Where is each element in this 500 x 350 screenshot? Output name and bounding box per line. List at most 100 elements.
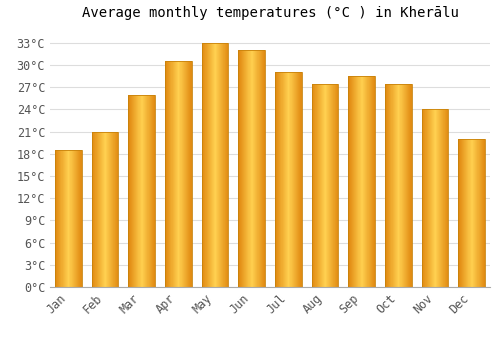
Bar <box>204 43 205 287</box>
Bar <box>101 132 102 287</box>
Bar <box>357 76 358 287</box>
Bar <box>104 132 105 287</box>
Bar <box>258 50 259 287</box>
Bar <box>116 132 117 287</box>
Bar <box>100 132 101 287</box>
Bar <box>447 110 448 287</box>
Bar <box>334 84 335 287</box>
Bar <box>327 84 328 287</box>
Bar <box>184 61 185 287</box>
Bar <box>373 76 374 287</box>
Bar <box>313 84 314 287</box>
Bar <box>289 72 290 287</box>
Bar <box>468 139 469 287</box>
Bar <box>484 139 485 287</box>
Bar <box>94 132 95 287</box>
Bar <box>152 94 153 287</box>
Bar <box>349 76 350 287</box>
Bar <box>477 139 478 287</box>
Bar <box>356 76 357 287</box>
Bar <box>325 84 326 287</box>
Bar <box>169 61 170 287</box>
Bar <box>262 50 263 287</box>
Bar <box>480 139 481 287</box>
Bar <box>422 110 448 287</box>
Bar <box>107 132 108 287</box>
Bar <box>110 132 111 287</box>
Bar <box>55 150 82 287</box>
Bar <box>291 72 292 287</box>
Bar <box>248 50 249 287</box>
Bar <box>460 139 461 287</box>
Bar <box>65 150 66 287</box>
Bar <box>283 72 284 287</box>
Bar <box>355 76 356 287</box>
Bar <box>295 72 296 287</box>
Bar <box>263 50 264 287</box>
Bar <box>153 94 154 287</box>
Bar <box>63 150 64 287</box>
Bar <box>286 72 288 287</box>
Bar <box>80 150 81 287</box>
Bar <box>362 76 364 287</box>
Bar <box>282 72 283 287</box>
Bar <box>367 76 368 287</box>
Bar <box>314 84 315 287</box>
Bar <box>211 43 212 287</box>
Bar <box>351 76 352 287</box>
Bar <box>278 72 279 287</box>
Bar <box>372 76 373 287</box>
Bar <box>154 94 155 287</box>
Bar <box>108 132 109 287</box>
Bar <box>359 76 360 287</box>
Bar <box>389 84 390 287</box>
Bar <box>92 132 93 287</box>
Bar <box>175 61 176 287</box>
Bar <box>68 150 69 287</box>
Bar <box>441 110 442 287</box>
Bar <box>354 76 355 287</box>
Bar <box>316 84 317 287</box>
Bar <box>133 94 134 287</box>
Bar <box>64 150 65 287</box>
Bar <box>394 84 395 287</box>
Bar <box>436 110 437 287</box>
Bar <box>74 150 75 287</box>
Bar <box>260 50 261 287</box>
Bar <box>318 84 319 287</box>
Bar <box>366 76 367 287</box>
Bar <box>60 150 61 287</box>
Bar <box>131 94 132 287</box>
Bar <box>437 110 438 287</box>
Bar <box>221 43 222 287</box>
Bar <box>246 50 247 287</box>
Bar <box>461 139 462 287</box>
Bar <box>332 84 333 287</box>
Bar <box>213 43 214 287</box>
Bar <box>386 84 387 287</box>
Bar <box>257 50 258 287</box>
Bar <box>259 50 260 287</box>
Bar <box>443 110 444 287</box>
Bar <box>402 84 403 287</box>
Bar <box>137 94 138 287</box>
Bar <box>358 76 359 287</box>
Bar <box>92 132 118 287</box>
Bar <box>444 110 445 287</box>
Bar <box>348 76 349 287</box>
Bar <box>190 61 191 287</box>
Bar <box>407 84 408 287</box>
Bar <box>368 76 369 287</box>
Bar <box>136 94 137 287</box>
Bar <box>483 139 484 287</box>
Bar <box>371 76 372 287</box>
Bar <box>185 61 186 287</box>
Bar <box>97 132 98 287</box>
Bar <box>189 61 190 287</box>
Bar <box>426 110 427 287</box>
Bar <box>78 150 79 287</box>
Bar <box>139 94 140 287</box>
Bar <box>326 84 327 287</box>
Bar <box>474 139 475 287</box>
Bar <box>215 43 216 287</box>
